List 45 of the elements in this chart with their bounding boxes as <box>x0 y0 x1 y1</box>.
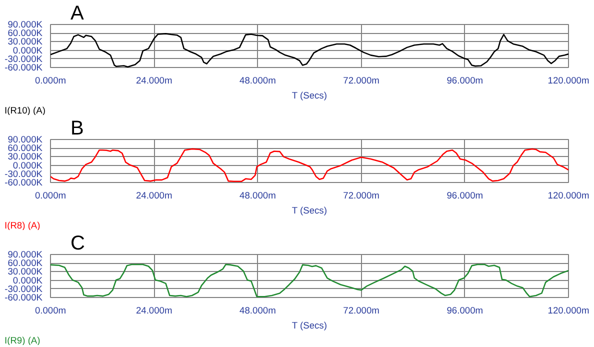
y-tick-label: -60.000K <box>4 62 44 72</box>
x-tick-label: 48.000m <box>240 76 276 86</box>
x-tick-label: 24.000m <box>136 190 172 200</box>
y-tick-label: 60.000K <box>8 258 44 268</box>
x-axis-title: T (Secs) <box>292 320 327 330</box>
y-tick-label: -30.000K <box>4 284 44 294</box>
y-tick-label: 30.000K <box>8 36 44 47</box>
x-tick-label: 24.000m <box>136 306 172 316</box>
y-tick-label: 60.000K <box>8 143 44 154</box>
line-series <box>50 148 568 182</box>
y-tick-label: 60.000K <box>8 28 44 38</box>
y-tick-label: -60.000K <box>4 178 44 188</box>
y-tick-label: -30.000K <box>4 54 44 64</box>
text: A <box>70 2 84 24</box>
x-tick-label: 48.000m <box>240 190 276 200</box>
y-tick-label: 90.000K <box>8 250 44 260</box>
x-axis-title: T (Secs) <box>292 90 327 100</box>
y-tick-label: 0.000K <box>12 45 44 56</box>
text: B <box>70 118 84 140</box>
line-series <box>50 33 568 68</box>
x-tick-label: 120.000m <box>548 76 590 86</box>
y-tick-label: 90.000K <box>8 134 44 144</box>
y-tick-label: -30.000K <box>4 168 44 179</box>
x-tick-label: 24.000m <box>136 76 172 86</box>
x-tick-label: 96.000m <box>446 306 484 316</box>
y-tick-label: -60.000K <box>4 292 44 302</box>
y-tick-label: 0.000K <box>12 275 44 286</box>
y-tick-label: 90.000K <box>8 20 44 30</box>
x-tick-label: 0.000m <box>34 190 66 200</box>
x-tick-label: 120.000m <box>548 306 590 316</box>
x-tick-label: 96.000m <box>446 190 484 200</box>
x-tick-label: 72.000m <box>343 76 380 86</box>
x-tick-label: 120.000m <box>548 190 590 200</box>
x-tick-label: 96.000m <box>446 76 484 86</box>
x-tick-label: 0.000m <box>34 76 66 86</box>
x-tick-label: 48.000m <box>240 306 276 316</box>
text: C <box>70 232 85 254</box>
line-series <box>50 264 568 298</box>
y-tick-label: 0.000K <box>12 160 44 170</box>
x-axis-title: T (Secs) <box>292 206 327 216</box>
x-tick-label: 0.000m <box>34 306 66 316</box>
x-tick-label: 72.000m <box>343 306 380 316</box>
x-tick-label: 72.000m <box>343 190 380 200</box>
y-tick-label: 30.000K <box>8 152 44 162</box>
y-tick-label: 30.000K <box>8 266 44 277</box>
